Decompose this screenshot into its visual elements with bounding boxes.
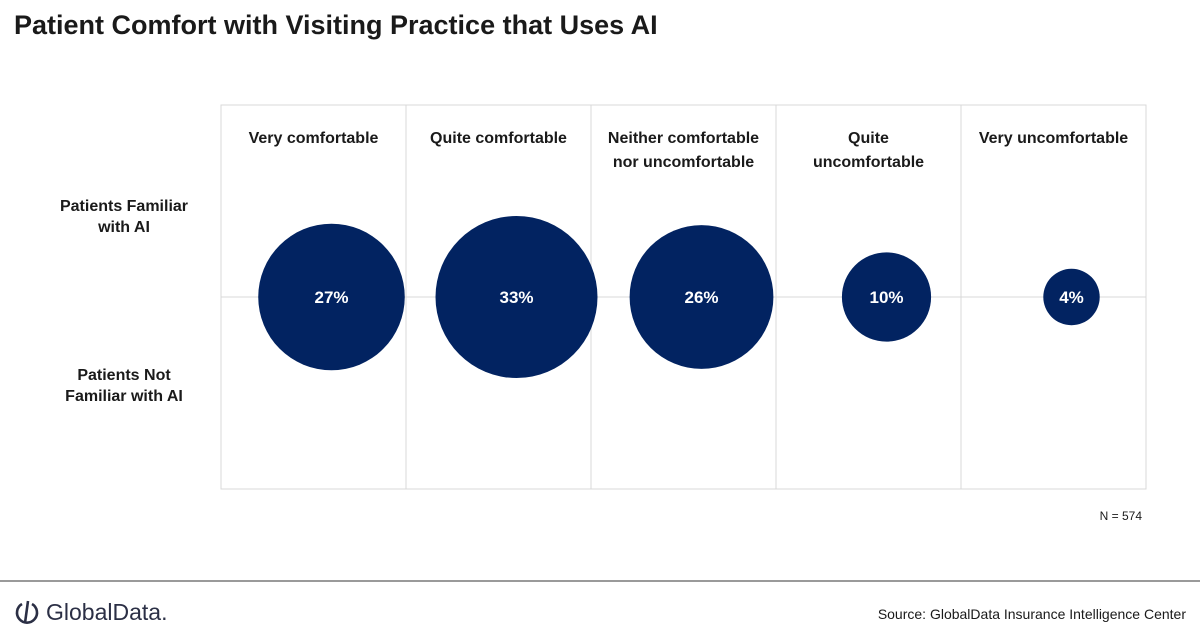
globaldata-logo-icon bbox=[15, 600, 39, 624]
category-label: Quite comfortable bbox=[430, 130, 567, 147]
category-label: Quite uncomfortable bbox=[813, 130, 924, 171]
row-label: Patients Familiar with AI bbox=[60, 198, 188, 236]
bubble bbox=[258, 223, 405, 371]
chart-title: Patient Comfort with Visiting Practice t… bbox=[14, 10, 658, 40]
bubble bbox=[435, 216, 598, 378]
footer-divider bbox=[0, 580, 1200, 582]
sample-size-note: N = 574 bbox=[1099, 509, 1142, 523]
row-label: Patients Not Familiar with AI bbox=[65, 367, 183, 405]
bubble-value-label: 27% bbox=[314, 288, 348, 307]
category-label: Neither comfortable nor uncomfortable bbox=[608, 130, 759, 171]
globaldata-logo: GlobalData. bbox=[14, 598, 167, 626]
source-note: Source: GlobalData Insurance Intelligenc… bbox=[877, 606, 1186, 622]
category-label: Very comfortable bbox=[249, 130, 379, 147]
bubble bbox=[841, 252, 932, 342]
bubble bbox=[1043, 268, 1100, 326]
category-label: Very uncomfortable bbox=[979, 130, 1128, 147]
bubble-value-label: 10% bbox=[869, 288, 903, 307]
bubble-value-label: 26% bbox=[684, 288, 718, 307]
logo-text: GlobalData. bbox=[46, 598, 168, 625]
bubble-chart: Very comfortable Quite comfortable Neither… bbox=[60, 104, 1147, 490]
bubble-value-label: 33% bbox=[499, 288, 533, 307]
bubble bbox=[629, 225, 774, 369]
bubble-value-label: 4% bbox=[1059, 288, 1084, 307]
